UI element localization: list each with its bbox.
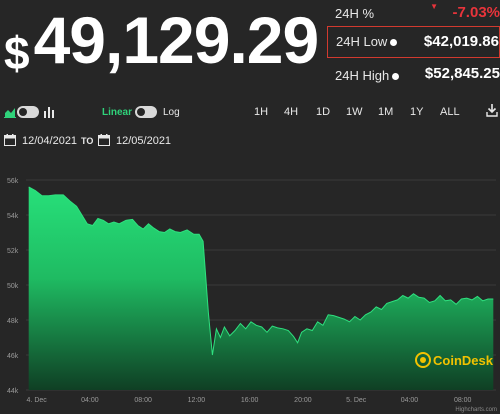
chart-controls: Linear Log 1H 4H 1D 1W 1M 1Y ALL [0,100,500,124]
x-axis-labels: 4. Dec 04:00 08:00 12:00 16:00 20:00 5. Dec 04:… [27,397,472,404]
y-tick-label: 52k [7,248,19,255]
low-24h-label-text: 24H Low [336,34,388,49]
y-tick-label: 56k [7,178,19,185]
y-tick-label: 50k [7,283,19,290]
info-icon[interactable] [390,39,398,47]
x-tick-label: 12:00 [188,397,206,404]
currency-symbol: $ [4,27,30,79]
chart-credits: Highcharts.com [455,407,497,413]
y-tick-label: 46k [7,353,19,360]
watermark-text: CoinDesk [433,353,494,368]
x-tick-label: 04:00 [81,397,99,404]
range-button-1d[interactable]: 1D [316,106,331,118]
info-icon[interactable] [392,73,400,81]
x-tick-label: 08:00 [454,397,472,404]
current-price: 49,129.29 [33,3,320,77]
bar-chart-icon[interactable] [44,106,54,118]
price-area-chart[interactable]: 56k 54k 52k 50k 48k 46k 44k 4. Dec 04:00 08:00 12… [0,168,500,414]
stats-panel: 24H % ▼ -7.03% 24H Low $42,019.86 24H Hi… [327,0,500,92]
calendar-icon[interactable] [4,134,16,146]
scale-toggle[interactable] [135,106,157,118]
y-tick-label: 54k [7,213,19,220]
high-24h-label-text: 24H High [335,68,390,83]
calendar-icon[interactable] [98,134,110,146]
x-tick-label: 04:00 [401,397,419,404]
price-line [28,186,494,356]
coindesk-watermark: CoinDesk [415,352,494,368]
low-24h-label: 24H Low [336,34,398,49]
date-to-field[interactable]: 12/05/2021 [116,135,172,147]
x-tick-label: 5. Dec [346,397,367,404]
high-24h-value: $52,845.25 [424,65,500,82]
x-tick-label: 16:00 [241,397,259,404]
chart-type-toggle[interactable] [17,106,39,118]
down-arrow-icon: ▼ [430,2,438,11]
range-button-1h[interactable]: 1H [254,106,269,118]
change-24h-label: 24H % [335,6,375,21]
price-display: $ 49,129.29 [4,3,320,79]
low-24h-value: $42,019.86 [423,33,499,50]
range-button-1w[interactable]: 1W [346,106,363,118]
date-from-field[interactable]: 12/04/2021 [22,135,78,147]
low-24h-row: 24H Low $42,019.86 [327,26,500,58]
x-tick-label: 4. Dec [27,397,48,404]
range-button-all[interactable]: ALL [440,106,460,118]
x-tick-label: 08:00 [134,397,152,404]
x-tick-label: 20:00 [294,397,312,404]
high-24h-row: 24H High $52,845.25 [327,62,500,92]
y-tick-label: 44k [7,388,19,395]
download-icon[interactable] [486,103,498,117]
linear-scale-label[interactable]: Linear [102,107,133,118]
range-button-4h[interactable]: 4H [284,106,299,118]
price-area [28,187,494,390]
y-tick-label: 48k [7,318,19,325]
change-24h-value: -7.03% [452,4,500,21]
log-scale-label[interactable]: Log [163,107,180,118]
date-to-label: TO [81,136,94,146]
area-chart-icon[interactable] [4,106,16,118]
range-button-1m[interactable]: 1M [378,106,394,118]
range-button-1y[interactable]: 1Y [410,106,424,118]
y-axis-labels: 56k 54k 52k 50k 48k 46k 44k [7,178,19,395]
change-24h-row: 24H % ▼ -7.03% [327,0,500,26]
high-24h-label: 24H High [335,68,400,83]
